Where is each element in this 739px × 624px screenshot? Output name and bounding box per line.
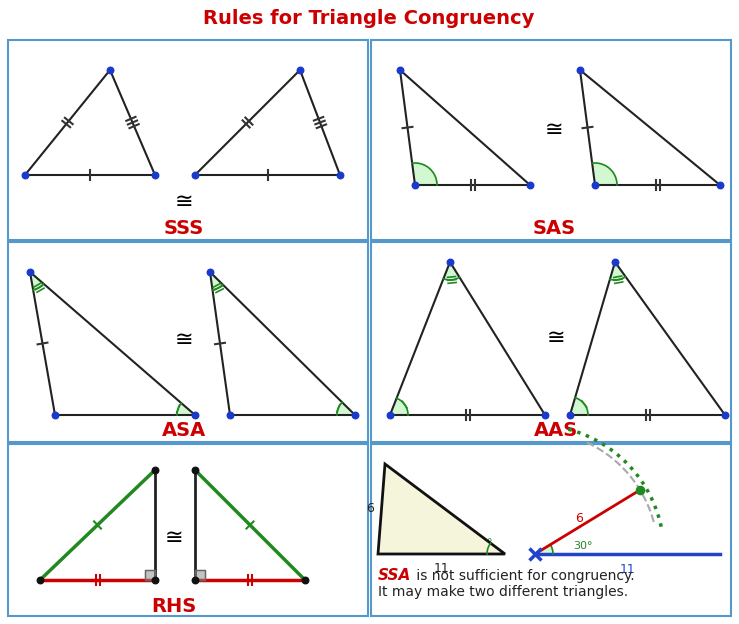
Text: SSA: SSA <box>378 568 411 583</box>
Point <box>539 410 551 420</box>
Polygon shape <box>145 570 155 580</box>
Text: ≅: ≅ <box>174 330 194 350</box>
Point <box>34 575 46 585</box>
Point <box>719 410 731 420</box>
Polygon shape <box>378 464 505 554</box>
Polygon shape <box>535 545 553 554</box>
Point <box>189 410 201 420</box>
Point <box>409 180 421 190</box>
Point <box>299 575 311 585</box>
Point <box>224 410 236 420</box>
Point <box>589 180 601 190</box>
Polygon shape <box>570 397 588 415</box>
Point <box>444 257 456 267</box>
Text: It may make two different triangles.: It may make two different triangles. <box>378 585 628 599</box>
Text: AAS: AAS <box>534 421 578 439</box>
FancyBboxPatch shape <box>8 444 368 616</box>
Point <box>574 65 586 75</box>
Point <box>294 65 306 75</box>
Text: is not sufficient for congruency.: is not sufficient for congruency. <box>412 569 635 583</box>
FancyBboxPatch shape <box>371 444 731 616</box>
Point <box>49 410 61 420</box>
Text: ASA: ASA <box>162 421 206 439</box>
Text: ≅: ≅ <box>545 120 563 140</box>
Text: 6: 6 <box>575 512 582 525</box>
Polygon shape <box>30 272 44 290</box>
Text: 30°: 30° <box>573 541 593 551</box>
Text: SSS: SSS <box>164 218 204 238</box>
Polygon shape <box>610 262 625 280</box>
Point <box>204 267 216 277</box>
Point <box>24 267 36 277</box>
Point <box>189 465 201 475</box>
FancyBboxPatch shape <box>8 40 368 240</box>
FancyBboxPatch shape <box>371 40 731 240</box>
Text: 6: 6 <box>366 502 374 515</box>
Point <box>334 170 346 180</box>
Point <box>149 170 161 180</box>
Polygon shape <box>210 272 223 290</box>
Text: ≅: ≅ <box>174 192 194 212</box>
Point <box>189 170 201 180</box>
Polygon shape <box>412 163 437 185</box>
Polygon shape <box>592 163 617 185</box>
Point <box>384 410 396 420</box>
Text: 11: 11 <box>434 562 450 575</box>
Polygon shape <box>390 398 408 415</box>
Text: ≅: ≅ <box>165 528 183 548</box>
Point <box>609 257 621 267</box>
Text: ≅: ≅ <box>547 328 565 348</box>
Polygon shape <box>195 570 205 580</box>
Polygon shape <box>487 544 505 554</box>
Point <box>349 410 361 420</box>
Polygon shape <box>337 402 355 415</box>
Text: RHS: RHS <box>151 597 197 615</box>
FancyBboxPatch shape <box>371 242 731 442</box>
Point <box>104 65 116 75</box>
Point <box>19 170 31 180</box>
Text: Rules for Triangle Congruency: Rules for Triangle Congruency <box>203 9 535 27</box>
Point <box>394 65 406 75</box>
FancyBboxPatch shape <box>8 242 368 442</box>
Point <box>189 575 201 585</box>
Point <box>149 575 161 585</box>
Point <box>564 410 576 420</box>
Polygon shape <box>177 403 195 415</box>
Text: 30°: 30° <box>473 538 493 548</box>
Point <box>634 485 646 495</box>
Text: 11: 11 <box>620 563 636 576</box>
Point <box>524 180 536 190</box>
Point <box>714 180 726 190</box>
Text: SAS: SAS <box>532 218 576 238</box>
Polygon shape <box>443 262 460 280</box>
Point <box>149 465 161 475</box>
